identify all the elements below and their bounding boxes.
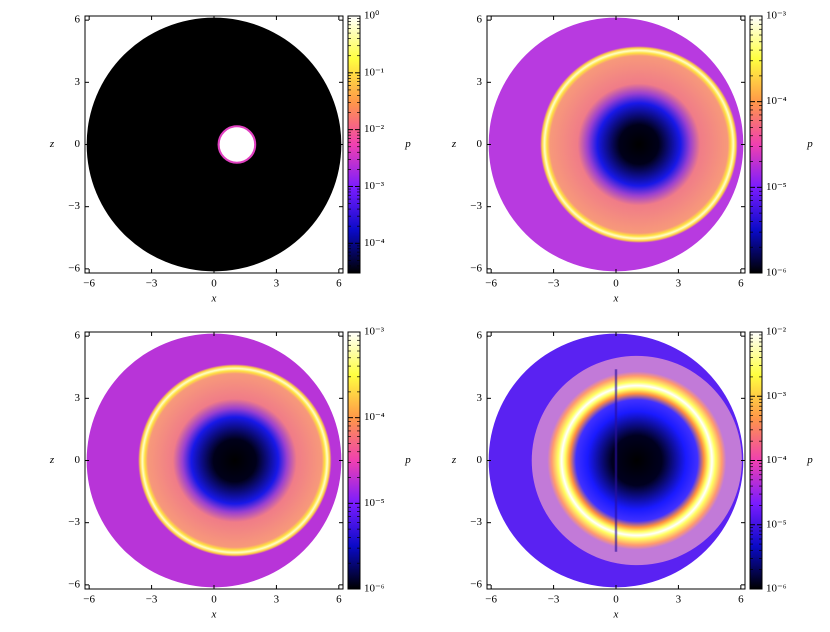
x-tick-label: −6 [83,278,95,290]
y-tick-label: 3 [477,76,483,88]
y-tick-label: 0 [477,454,483,466]
x-axis-label: x [613,609,619,621]
x-axis-label: x [211,609,217,621]
pressure-map [488,333,744,588]
x-tick-label: 0 [613,594,619,606]
x-axis-label: x [211,293,217,305]
pressure-map [86,17,342,272]
pressure-map [86,333,342,588]
y-axis-label: z [49,454,55,466]
y-tick-label: 0 [75,454,81,466]
x-tick-label: 0 [613,278,619,290]
y-tick-label: −6 [68,578,80,590]
y-tick-label: −6 [68,262,80,274]
x-tick-label: −3 [146,278,158,290]
colorbar-tick-label: 10⁻⁶ [766,267,787,279]
x-tick-label: −3 [146,594,158,606]
colorbar-tick-label: 10⁻³ [364,326,385,338]
colorbar-tick-label: 10⁻⁴ [766,454,787,466]
colorbar-tick-label: 10⁻³ [766,390,787,402]
x-tick-label: 3 [274,278,280,290]
x-tick-label: 0 [211,278,217,290]
y-tick-label: −3 [470,200,482,212]
colorbar-tick-label: 10⁻³ [766,10,787,22]
colorbar-tick-label: 10⁻² [364,123,385,135]
x-tick-label: 3 [676,278,682,290]
colorbar-tick-label: 10⁻⁶ [364,583,385,595]
y-axis-label: z [451,138,457,150]
colorbar [749,15,763,274]
colorbar-label: p [404,454,411,466]
x-axis-label: x [613,293,619,305]
y-tick-label: 0 [477,138,483,150]
y-tick-label: 6 [75,14,81,26]
y-tick-label: 6 [477,330,483,342]
colorbar-tick-label: 10⁻⁵ [364,497,385,509]
colorbar-tick-label: 10⁻⁵ [766,181,787,193]
colorbar-tick-label: 10⁻⁴ [766,95,787,107]
colorbar [347,331,361,590]
x-tick-label: −6 [485,594,497,606]
x-tick-label: −6 [485,278,497,290]
y-tick-label: 6 [477,14,483,26]
colorbar-label: p [404,138,411,150]
x-tick-label: 3 [274,594,280,606]
y-tick-label: −3 [68,516,80,528]
x-tick-label: 6 [738,278,744,290]
y-axis-label: z [451,454,457,466]
x-tick-label: 6 [738,594,744,606]
colorbar-tick-label: 10⁻⁵ [766,518,787,530]
colorbar-tick-label: 10⁰ [364,10,380,22]
y-tick-label: −3 [470,516,482,528]
colorbar-tick-label: 10⁻⁶ [766,583,787,595]
y-tick-label: −6 [470,578,482,590]
y-tick-label: 3 [75,76,81,88]
colorbar-tick-label: 10⁻¹ [364,66,384,78]
y-tick-label: −3 [68,200,80,212]
colorbar-tick-label: 10⁻⁴ [364,237,385,249]
colorbar-tick-label: 10⁻⁴ [364,411,385,423]
x-tick-label: 6 [336,278,342,290]
x-tick-label: −3 [548,278,560,290]
x-tick-label: 0 [211,594,217,606]
pressure-map [488,17,744,272]
x-tick-label: 3 [676,594,682,606]
colorbar-tick-label: 10⁻² [766,326,787,338]
y-tick-label: 3 [75,392,81,404]
y-axis-label: z [49,138,55,150]
colorbar [347,15,361,274]
y-tick-label: 0 [75,138,81,150]
colorbar-tick-label: 10⁻³ [364,180,385,192]
x-tick-label: −3 [548,594,560,606]
colorbar-label: p [806,454,813,466]
y-tick-label: −6 [470,262,482,274]
x-tick-label: −6 [83,594,95,606]
y-tick-label: 6 [75,330,81,342]
colorbar-label: p [806,138,813,150]
y-tick-label: 3 [477,392,483,404]
x-tick-label: 6 [336,594,342,606]
